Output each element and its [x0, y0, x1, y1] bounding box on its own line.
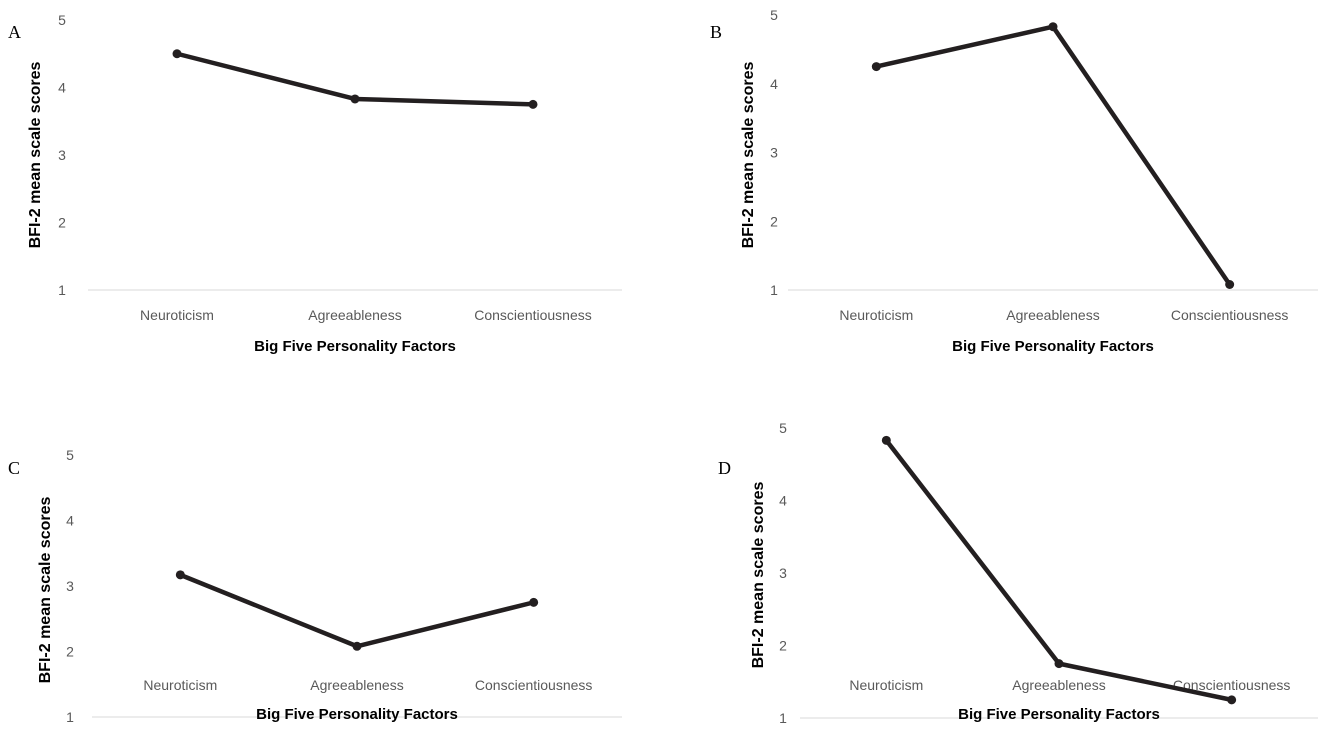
y-tick-label: 2: [58, 215, 66, 231]
chart-panel-a: A 1 2 3 4 5 Neuroticism Agreeableness Conscienti…: [8, 12, 622, 355]
y-axis-title: BFI-2 mean scale scores: [740, 62, 757, 249]
y-tick-label: 1: [66, 709, 74, 725]
y-axis-title: BFI-2 mean scale scores: [37, 497, 54, 684]
y-tick-label: 2: [66, 644, 74, 660]
data-point: [1048, 22, 1058, 32]
x-category-label: Neuroticism: [140, 307, 214, 323]
x-axis-title: Big Five Personality Factors: [958, 706, 1160, 723]
y-tick-label: 1: [770, 282, 778, 298]
y-tick-label: 1: [58, 282, 66, 298]
y-axis-title: BFI-2 mean scale scores: [27, 62, 44, 249]
y-tick-label: 4: [58, 80, 66, 96]
data-point: [172, 49, 182, 59]
x-category-label: Conscientiousness: [1171, 307, 1289, 323]
data-point: [1054, 659, 1064, 669]
y-tick-label: 1: [779, 710, 787, 726]
x-category-label: Agreeableness: [1006, 307, 1099, 323]
y-tick-label: 4: [66, 513, 74, 529]
chart-panel-b: B 1 2 3 4 5 Neuroticism Agreeableness Conscienti…: [710, 7, 1318, 355]
x-category-label: Neuroticism: [839, 307, 913, 323]
data-point: [871, 62, 881, 72]
data-point: [1225, 280, 1235, 289]
series-line: [178, 572, 536, 649]
x-axis-title: Big Five Personality Factors: [254, 338, 456, 355]
chart-panel-c: C 1 2 3 4 5 Neuroticism Agreeableness Conscienti…: [8, 447, 622, 725]
x-axis-title: Big Five Personality Factors: [256, 706, 458, 723]
data-point: [881, 435, 891, 445]
y-tick-label: 3: [66, 578, 74, 594]
data-point: [529, 597, 539, 607]
x-category-label: Agreeableness: [1012, 677, 1105, 693]
y-tick-label: 5: [66, 447, 74, 463]
x-category-label: Agreeableness: [310, 677, 403, 693]
y-tick-label: 2: [770, 213, 778, 229]
x-category-label: Conscientiousness: [474, 307, 592, 323]
y-tick-label: 2: [779, 638, 787, 654]
data-point: [352, 641, 362, 651]
y-tick-label: 3: [779, 565, 787, 581]
y-axis-title: BFI-2 mean scale scores: [750, 482, 767, 669]
panel-letter: D: [718, 458, 731, 478]
panel-letter: C: [8, 458, 20, 478]
y-tick-label: 4: [770, 76, 778, 92]
x-category-label: Conscientiousness: [475, 677, 593, 693]
chart-panel-d: D 1 2 3 4 5 Neuroticism Agreeableness Conscienti…: [718, 420, 1318, 726]
series-line: [874, 24, 1232, 287]
x-category-label: Agreeableness: [308, 307, 401, 323]
y-tick-label: 5: [58, 12, 66, 28]
data-point: [175, 570, 185, 580]
x-category-label: Neuroticism: [143, 677, 217, 693]
x-axis-title: Big Five Personality Factors: [952, 338, 1154, 355]
panel-letter: B: [710, 22, 722, 42]
y-tick-label: 5: [770, 7, 778, 23]
data-point: [1227, 695, 1237, 705]
x-category-label: Neuroticism: [849, 677, 923, 693]
x-category-label: Conscientiousness: [1173, 677, 1291, 693]
data-point: [528, 99, 538, 109]
y-tick-label: 5: [779, 420, 787, 436]
y-tick-label: 3: [770, 145, 778, 161]
y-tick-label: 4: [779, 493, 787, 509]
data-point: [350, 94, 360, 104]
panel-letter: A: [8, 22, 21, 42]
y-tick-label: 3: [58, 147, 66, 163]
